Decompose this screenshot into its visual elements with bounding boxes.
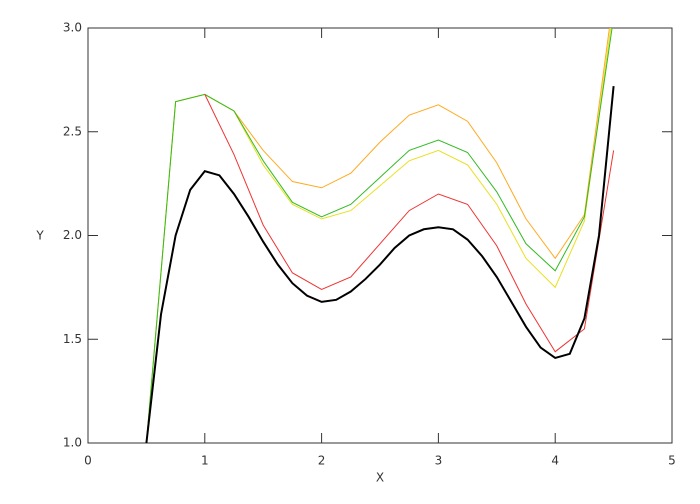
y-axis-label: Y xyxy=(35,229,44,243)
series-line xyxy=(145,28,612,443)
x-tick-label: 5 xyxy=(668,454,676,468)
y-tick-label: 2.0 xyxy=(63,228,82,242)
x-axis-label: X xyxy=(376,471,384,485)
y-tick-label: 2.5 xyxy=(63,124,82,138)
y-tick-label: 1.0 xyxy=(63,436,82,450)
plot-lines xyxy=(145,28,615,443)
series-line xyxy=(204,94,615,353)
x-tick-label: 2 xyxy=(318,454,326,468)
series-line xyxy=(145,28,610,443)
x-tick-label: 1 xyxy=(201,454,209,468)
series-line xyxy=(145,28,613,443)
x-tick-label: 0 xyxy=(84,454,92,468)
series-line xyxy=(145,86,615,443)
x-tick-label: 4 xyxy=(551,454,559,468)
y-tick-label: 3.0 xyxy=(63,21,82,35)
y-tick-label: 1.5 xyxy=(63,332,82,346)
x-tick-label: 3 xyxy=(435,454,443,468)
